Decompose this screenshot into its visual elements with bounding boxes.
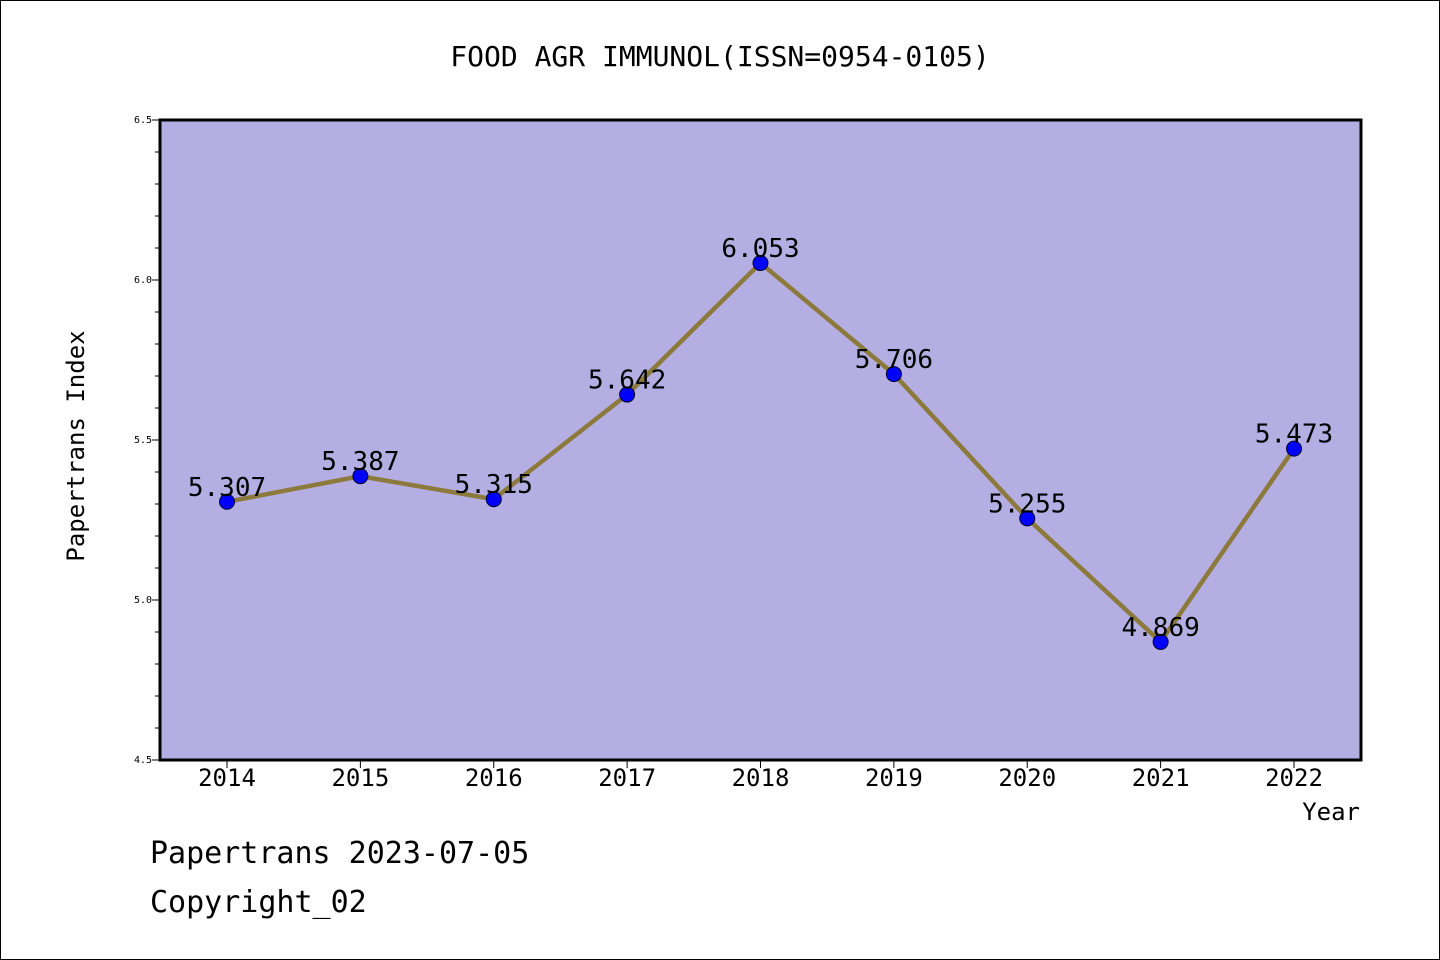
y-tick-label: 5.0 (134, 595, 152, 606)
y-tick-label: 6.5 (134, 115, 152, 126)
data-label: 5.473 (1255, 420, 1333, 450)
data-labels: 5.307 5.387 5.315 5.642 6.053 5.706 5.255 4.869… (188, 234, 1333, 643)
chart-title: FOOD AGR IMMUNOL(ISSN=0954-0105) (450, 40, 989, 73)
data-label: 5.307 (188, 473, 266, 503)
y-tick-label: 6.0 (134, 275, 152, 286)
x-tick-label: 2018 (732, 764, 790, 792)
y-tick-label: 5.5 (134, 435, 152, 446)
y-tick-label: 4.5 (134, 755, 152, 766)
data-point (619, 386, 636, 403)
x-tick-label: 2021 (1132, 764, 1190, 792)
data-label: 5.255 (988, 489, 1066, 519)
x-tick-label: 2022 (1265, 764, 1323, 792)
data-label: 4.869 (1121, 613, 1199, 643)
data-point (219, 493, 235, 510)
data-point (752, 255, 769, 272)
data-points (219, 255, 1302, 650)
data-point (885, 366, 902, 383)
x-tick-label: 2020 (998, 764, 1056, 792)
data-point (352, 468, 369, 485)
x-tick-label: 2019 (865, 764, 923, 792)
data-label: 5.642 (588, 366, 666, 396)
plot-area (158, 118, 1363, 762)
y-axis-label: Papertrans Index (62, 330, 90, 561)
x-tick-label: 2016 (465, 764, 523, 792)
x-tick-label: 2015 (331, 764, 389, 792)
x-axis-label: Year (1302, 798, 1360, 826)
footer-date: Papertrans 2023-07-05 (150, 836, 530, 871)
footer-copyright: Copyright_02 (150, 885, 367, 920)
data-label: 5.706 (855, 345, 933, 375)
data-point (1019, 510, 1036, 527)
x-tick-label: 2017 (598, 764, 656, 792)
data-label: 5.387 (321, 447, 399, 477)
data-point (485, 491, 502, 508)
data-point (1286, 440, 1302, 457)
data-label: 6.053 (721, 234, 799, 264)
data-point (1152, 633, 1169, 650)
x-tick-label: 2014 (198, 764, 256, 792)
data-label: 5.315 (455, 470, 533, 500)
x-axis: 2014 2015 2016 2017 2018 2019 2020 2021 2022 (198, 760, 1323, 792)
y-axis: 4.5 5.0 5.5 6.0 6.5 (134, 115, 160, 766)
